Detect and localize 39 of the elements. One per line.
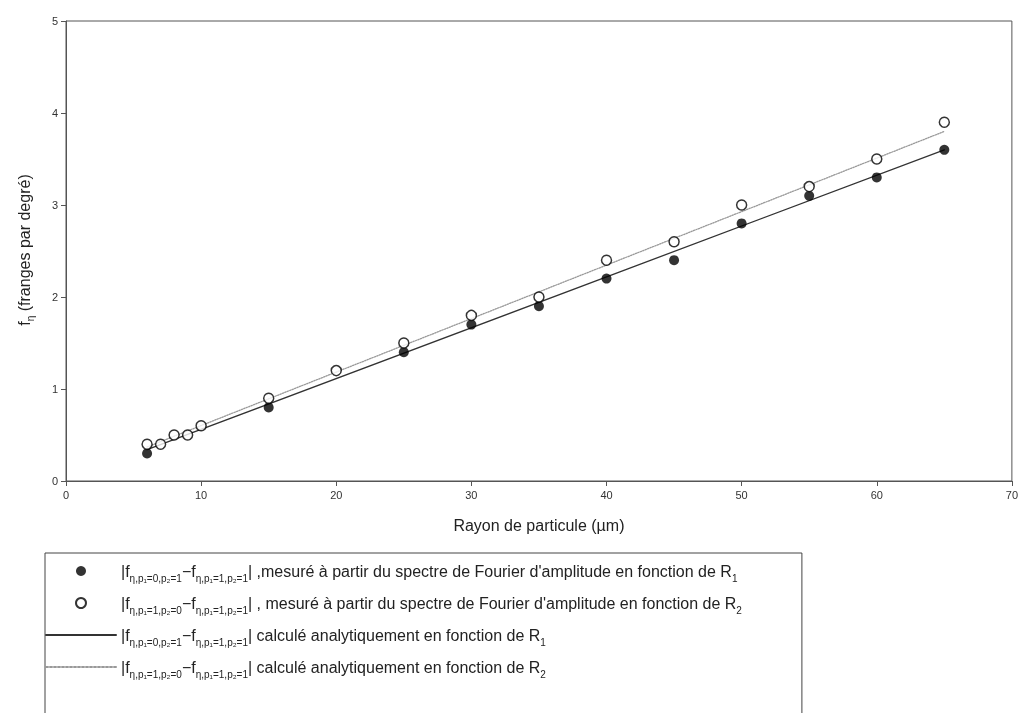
point [938, 116, 951, 128]
y-tick-label: 5 [51, 15, 58, 27]
point [601, 273, 612, 284]
point [736, 218, 747, 229]
y-tick-label: 3 [51, 199, 58, 211]
y-tick-label: 0 [51, 475, 58, 487]
x-tick-label: 30 [465, 488, 478, 501]
x-tick-label: 40 [600, 488, 613, 501]
point [330, 364, 342, 377]
y-tick-label: 4 [51, 107, 58, 119]
point [871, 172, 882, 183]
x-tick-label: 50 [735, 488, 748, 501]
x-tick-label: 0 [62, 488, 70, 501]
point [871, 153, 883, 165]
x-tick-label: 10 [195, 488, 208, 501]
point [939, 144, 950, 155]
point [398, 337, 410, 349]
point [735, 199, 748, 211]
point [195, 420, 207, 432]
point [600, 254, 613, 266]
x-tick-label: 20 [330, 488, 343, 501]
point [154, 438, 167, 450]
y-tick-label: 2 [51, 291, 58, 303]
point [533, 291, 545, 303]
point [262, 392, 275, 404]
point [669, 255, 680, 266]
point [141, 438, 153, 450]
point [168, 429, 180, 441]
point [803, 180, 815, 193]
x-axis-title: Rayon de particule (µm) [453, 516, 625, 534]
point [466, 319, 477, 330]
point [668, 236, 680, 248]
point [465, 309, 478, 322]
point [181, 429, 194, 441]
point [398, 347, 409, 358]
x-tick-label: 60 [870, 488, 883, 501]
point [804, 190, 815, 201]
x-tick-label: 70 [1005, 488, 1019, 501]
y-tick-label: 1 [51, 383, 58, 395]
